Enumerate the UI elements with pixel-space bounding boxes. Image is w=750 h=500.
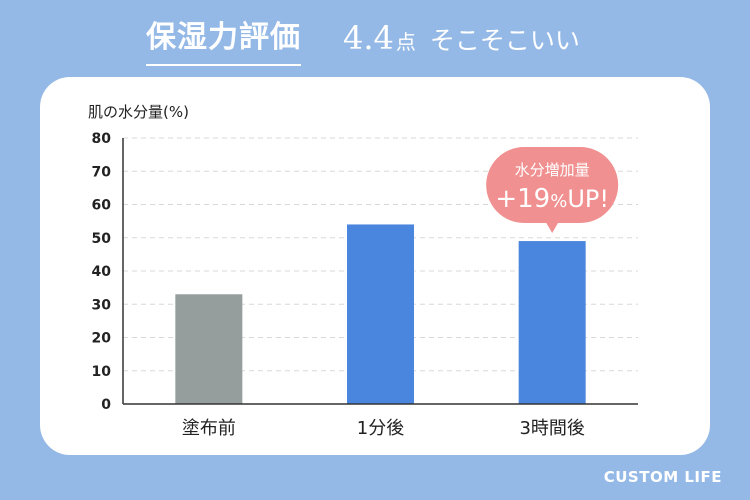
axes bbox=[122, 138, 638, 405]
score-unit: 点 bbox=[395, 30, 416, 54]
callout-pointer bbox=[545, 221, 560, 233]
x-tick-label: 3時間後 bbox=[519, 418, 584, 439]
bar-1 bbox=[175, 294, 243, 404]
y-tick-label: 0 bbox=[101, 397, 111, 413]
callout-value: +19 bbox=[495, 184, 550, 214]
callout-line1: 水分増加量 bbox=[515, 161, 590, 179]
bar-3 bbox=[518, 241, 586, 404]
y-tick-label: 10 bbox=[92, 364, 112, 380]
y-tick-label: 50 bbox=[92, 231, 112, 247]
bars bbox=[175, 224, 586, 404]
bar-2 bbox=[347, 224, 414, 404]
chart-card: 肌の水分量(%) 0 10 20 30 40 50 60 70 80 塗布前 1分後 3時間後 水分… bbox=[40, 77, 710, 455]
annotation-callout: 水分増加量 +19%UP! bbox=[486, 147, 619, 233]
x-tick-label: 1分後 bbox=[357, 418, 404, 439]
y-tick-label: 80 bbox=[92, 131, 112, 147]
rating-text: そこそこいい bbox=[429, 26, 580, 55]
score-value: 4.4 bbox=[343, 19, 394, 57]
callout-suffix: UP! bbox=[567, 185, 609, 213]
callout-unit: % bbox=[550, 191, 567, 212]
y-tick-labels: 0 10 20 30 40 50 60 70 80 bbox=[92, 131, 112, 413]
y-tick-label: 30 bbox=[92, 297, 112, 313]
y-tick-label: 40 bbox=[92, 264, 112, 280]
callout-bubble bbox=[486, 147, 619, 223]
score: 4.4 点そこそこいい bbox=[343, 18, 580, 64]
x-tick-label: 塗布前 bbox=[182, 417, 236, 439]
y-tick-label: 60 bbox=[92, 198, 112, 214]
bar-chart: 肌の水分量(%) 0 10 20 30 40 50 60 70 80 塗布前 1分後 3時間後 水分… bbox=[88, 103, 638, 439]
brand-logo: CUSTOM LIFE bbox=[603, 468, 722, 486]
y-axis-label: 肌の水分量(%) bbox=[88, 103, 189, 121]
y-tick-label: 20 bbox=[92, 331, 112, 347]
page-title: 保湿力評価 bbox=[146, 18, 301, 66]
y-tick-label: 70 bbox=[92, 164, 112, 180]
header: 保湿力評価 4.4 点そこそこいい bbox=[0, 18, 750, 66]
x-tick-labels: 塗布前 1分後 3時間後 bbox=[182, 417, 585, 439]
callout-line2: +19%UP! bbox=[495, 184, 609, 214]
